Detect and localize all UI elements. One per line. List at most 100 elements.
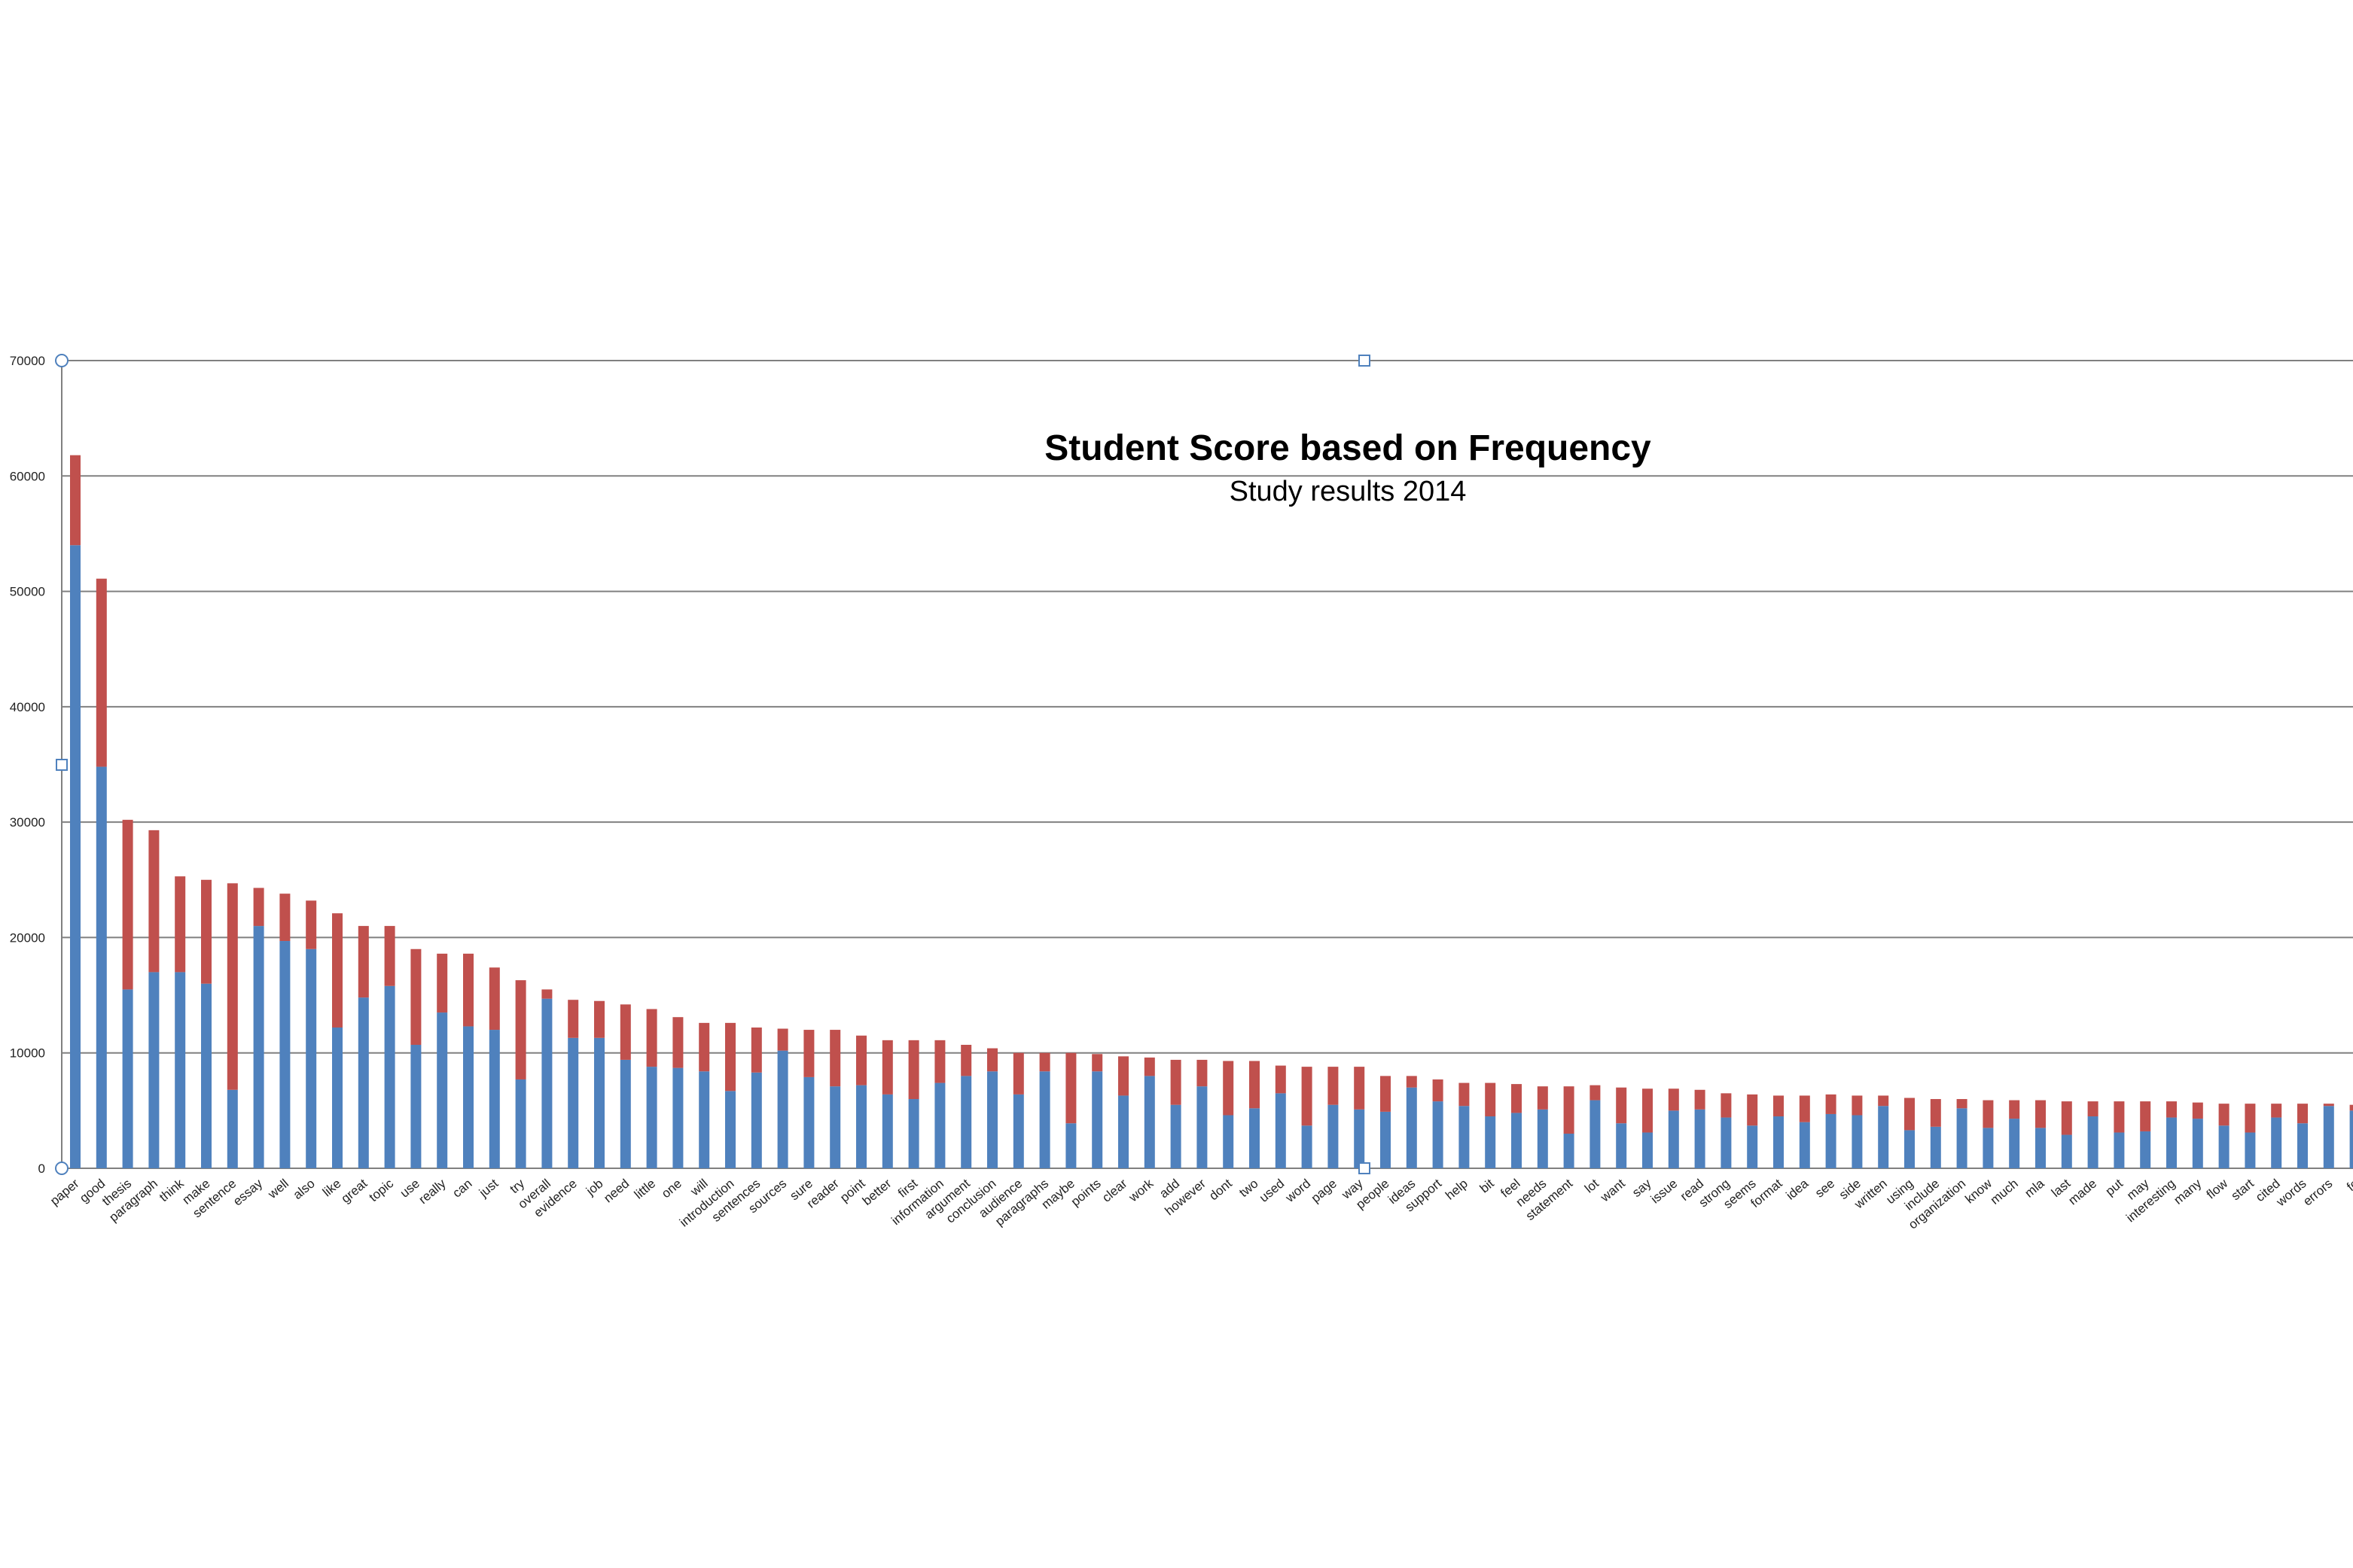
bar-segment-blue: [1275, 1093, 1286, 1168]
bar-segment-red: [1406, 1076, 1417, 1088]
bar-segment-red: [1616, 1087, 1627, 1124]
bar-segment-red: [1092, 1054, 1103, 1072]
x-tick-label: fo: [2344, 1177, 2353, 1195]
bar-segment-blue: [175, 972, 186, 1168]
selection-handles[interactable]: [55, 354, 1370, 1175]
bar-segment-blue: [594, 1037, 605, 1168]
bar-segment-blue: [1118, 1095, 1129, 1168]
bar-segment-blue: [961, 1076, 972, 1168]
bar-segment-red: [463, 953, 474, 1027]
bar-segment-red: [1878, 1095, 1889, 1107]
x-tick-label: words: [2273, 1177, 2309, 1210]
y-tick-labels: 0 10000 20000 30000 40000 50000 60000 70000: [10, 354, 45, 1176]
bar-segment-red: [358, 926, 369, 998]
bar-segment-red: [2245, 1104, 2256, 1133]
bar-segment-blue: [934, 1082, 946, 1168]
x-tick-label: idea: [1784, 1176, 1812, 1203]
selection-handle-side[interactable]: [1358, 1162, 1370, 1174]
bar-segment-blue: [1616, 1123, 1627, 1168]
bar-segment-red: [2009, 1100, 2020, 1119]
bar-segment-blue: [2114, 1132, 2125, 1168]
bar-segment-red: [2349, 1104, 2353, 1111]
bar-segment-blue: [1563, 1134, 1574, 1168]
bar-segment-red: [1144, 1057, 1155, 1076]
bar-segment-blue: [2245, 1132, 2256, 1168]
bar-segment-red: [1275, 1065, 1286, 1094]
bar-segment-red: [1668, 1088, 1679, 1111]
bar-segment-red: [961, 1044, 972, 1076]
y-tick-label: 20000: [10, 930, 45, 945]
bar-segment-blue: [2087, 1116, 2098, 1168]
bar-segment-blue: [620, 1059, 631, 1168]
bar-segment-blue: [2035, 1128, 2046, 1168]
y-tick-label: 0: [38, 1162, 45, 1176]
x-tick-label: put: [2103, 1176, 2126, 1198]
bar-segment-red: [1930, 1099, 1941, 1127]
selection-handle-corner[interactable]: [55, 1162, 69, 1175]
bar-segment-red: [1904, 1098, 1915, 1131]
bar-segment-blue: [253, 926, 264, 1168]
bar-segment-blue: [1537, 1109, 1548, 1168]
bar-segment-red: [568, 1000, 579, 1038]
bar-segment-red: [1327, 1067, 1339, 1105]
bar-segment-red: [1485, 1082, 1496, 1117]
bar-segment-blue: [1773, 1116, 1784, 1168]
bar-segment-blue: [541, 998, 553, 1168]
x-tick-label: one: [659, 1177, 684, 1201]
x-tick-label: bit: [1477, 1176, 1497, 1195]
x-tick-label: better: [860, 1176, 895, 1208]
bar-segment-red: [1773, 1095, 1784, 1117]
bar-segment-red: [856, 1035, 867, 1085]
bar-segment-red: [1537, 1086, 1548, 1110]
bar-segment-red: [1118, 1056, 1129, 1096]
x-tick-label: just: [476, 1176, 501, 1200]
selection-handle-side[interactable]: [56, 759, 68, 771]
bar-segment-blue: [122, 989, 133, 1168]
x-tick-label: great: [338, 1176, 370, 1206]
bar-segment-blue: [1668, 1110, 1679, 1168]
x-tick-label: page: [1309, 1177, 1340, 1206]
bar-segment-blue: [2009, 1119, 2020, 1168]
bar-segment-red: [2271, 1104, 2282, 1118]
bar-segment-blue: [1930, 1126, 1941, 1168]
bar-segment-blue: [751, 1072, 762, 1168]
bar-segment-red: [830, 1030, 841, 1087]
bar-segment-red: [489, 967, 500, 1031]
bar-segment-blue: [1852, 1115, 1863, 1168]
bar-segment-blue: [1956, 1108, 1967, 1168]
bar-segment-red: [1065, 1052, 1077, 1124]
y-tick-label: 70000: [10, 354, 45, 368]
bar-segment-blue: [2218, 1125, 2230, 1168]
selection-handle-side[interactable]: [1358, 355, 1370, 367]
bars: [70, 455, 2353, 1168]
bar-segment-red: [1301, 1067, 1312, 1126]
x-tick-label: paper: [47, 1176, 82, 1208]
bar-segment-blue: [437, 1012, 448, 1168]
x-tick-label: need: [601, 1177, 632, 1206]
bar-segment-red: [279, 894, 291, 942]
x-tick-label: points: [1068, 1177, 1104, 1210]
bar-segment-blue: [515, 1079, 526, 1168]
bar-segment-red: [96, 578, 107, 767]
bar-segment-blue: [332, 1027, 343, 1168]
bar-segment-red: [777, 1028, 788, 1051]
bar-segment-blue: [1065, 1123, 1077, 1168]
selection-handle-corner[interactable]: [55, 354, 69, 367]
bar-segment-blue: [489, 1030, 500, 1168]
bar-segment-red: [908, 1040, 919, 1100]
bar-segment-red: [725, 1022, 736, 1092]
bar-segment-blue: [1721, 1117, 1732, 1168]
chart-subtitle: Study results 2014: [1229, 476, 1467, 507]
x-tick-label: many: [2171, 1176, 2204, 1207]
x-tick-label: little: [632, 1177, 658, 1202]
bar-segment-blue: [856, 1085, 867, 1168]
bar-segment-blue: [725, 1091, 736, 1168]
bar-segment-blue: [1485, 1116, 1496, 1168]
bar-segment-red: [1511, 1084, 1522, 1113]
bar-segment-blue: [987, 1071, 998, 1168]
bar-segment-blue: [1799, 1122, 1810, 1168]
bar-segment-blue: [1904, 1130, 1915, 1168]
bar-segment-red: [1694, 1089, 1705, 1110]
